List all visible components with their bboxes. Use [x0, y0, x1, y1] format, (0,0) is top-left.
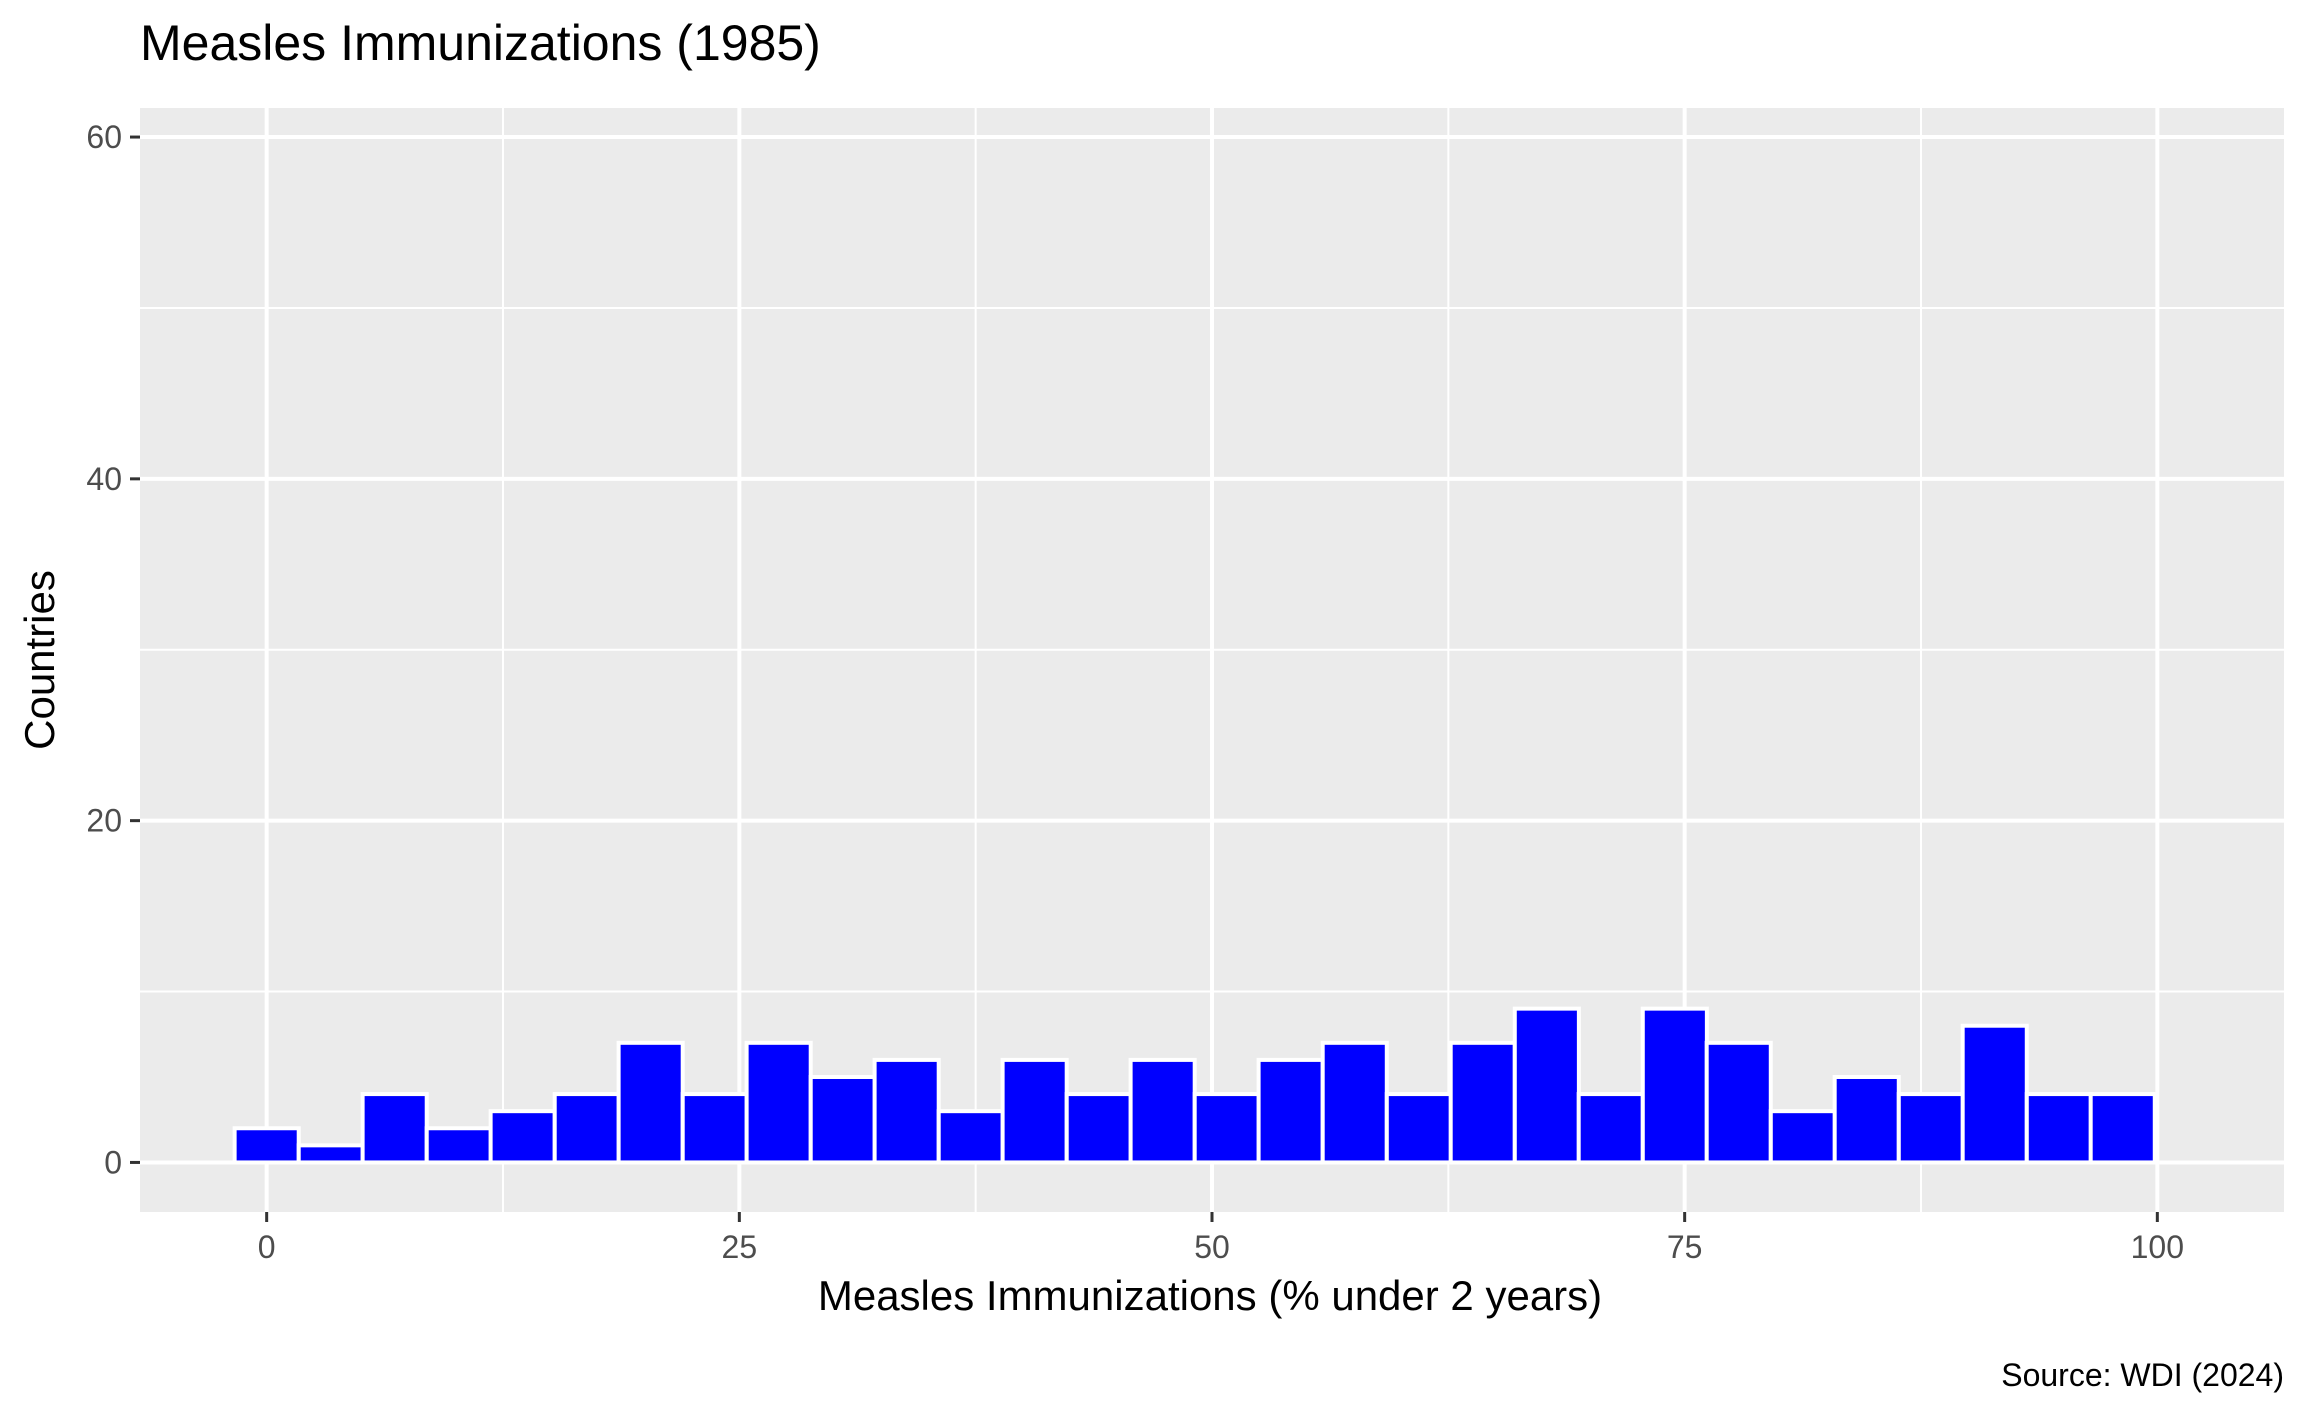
- histogram-bar: [360, 1092, 429, 1165]
- y-tick-label: 40: [86, 461, 122, 497]
- histogram-bar: [296, 1143, 365, 1165]
- histogram-bar: [424, 1126, 493, 1165]
- y-tick-label: 60: [86, 119, 122, 155]
- histogram-bars: [232, 1006, 2157, 1165]
- histogram-bar: [744, 1040, 813, 1165]
- histogram-bar: [808, 1074, 877, 1165]
- histogram-bar: [232, 1126, 301, 1165]
- histogram-bar: [1128, 1057, 1197, 1165]
- chart-title: Measles Immunizations (1985): [140, 15, 821, 71]
- histogram-bar: [1640, 1006, 1709, 1165]
- histogram-bar: [1512, 1006, 1581, 1165]
- histogram-bar: [1192, 1092, 1261, 1165]
- x-tick-label: 100: [2131, 1229, 2184, 1265]
- x-tick-label: 0: [258, 1229, 276, 1265]
- histogram-bar: [1576, 1092, 1645, 1165]
- y-tick-label: 0: [104, 1144, 122, 1180]
- x-tick-label: 50: [1194, 1229, 1230, 1265]
- histogram-bar: [1960, 1023, 2029, 1165]
- histogram-bar: [936, 1109, 1005, 1165]
- histogram-bar: [1000, 1057, 1069, 1165]
- histogram-bar: [2088, 1092, 2157, 1165]
- histogram-bar: [1704, 1040, 1773, 1165]
- histogram-bar: [1768, 1109, 1837, 1165]
- histogram-bar: [2024, 1092, 2093, 1165]
- histogram-bar: [552, 1092, 621, 1165]
- histogram-bar: [1384, 1092, 1453, 1165]
- histogram-bar: [1256, 1057, 1325, 1165]
- histogram-bar: [1832, 1074, 1901, 1165]
- y-axis-title: Countries: [16, 570, 63, 750]
- histogram-bar: [1896, 1092, 1965, 1165]
- x-axis: 0 25 50 75 100: [258, 1212, 2184, 1265]
- histogram-bar: [616, 1040, 685, 1165]
- histogram-bar: [872, 1057, 941, 1165]
- histogram-bar: [1448, 1040, 1517, 1165]
- histogram-bar: [488, 1109, 557, 1165]
- source-caption: Source: WDI (2024): [2001, 1357, 2284, 1393]
- y-tick-label: 20: [86, 803, 122, 839]
- x-tick-label: 25: [722, 1229, 758, 1265]
- x-tick-label: 75: [1667, 1229, 1703, 1265]
- x-axis-title: Measles Immunizations (% under 2 years): [818, 1272, 1602, 1319]
- y-axis: 0 20 40 60: [86, 119, 140, 1180]
- histogram-bar: [1320, 1040, 1389, 1165]
- histogram-bar: [680, 1092, 749, 1165]
- histogram-bar: [1064, 1092, 1133, 1165]
